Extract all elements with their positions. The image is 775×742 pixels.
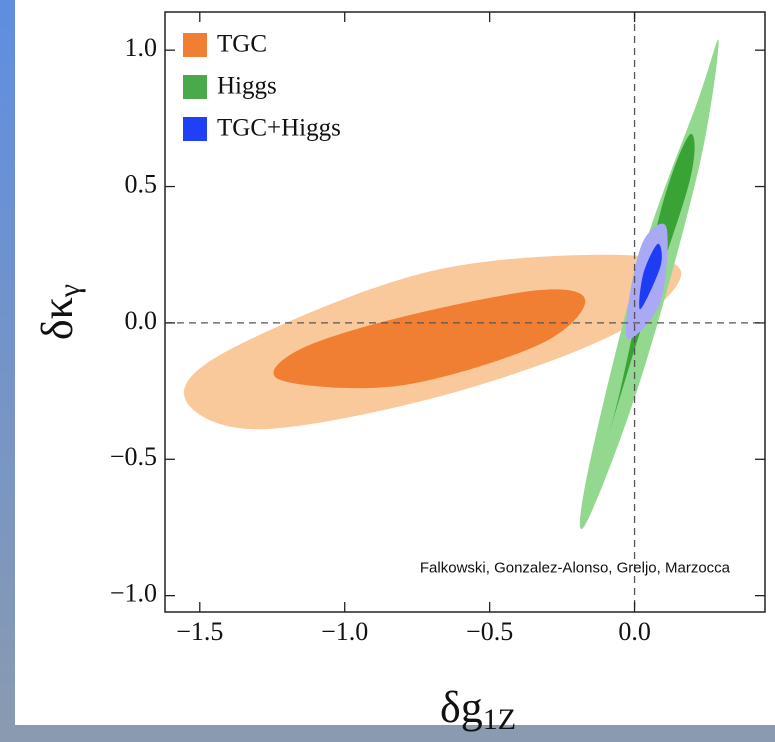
y-axis-label: δκγ — [33, 284, 86, 340]
y-tick-label: 1.0 — [125, 33, 158, 62]
x-axis-label-sub: 1Z — [483, 703, 516, 736]
plot-frame — [164, 11, 766, 613]
x-axis-label: δg1Z — [440, 683, 516, 736]
x-axis-label-main: δg — [440, 683, 483, 732]
legend-swatch — [183, 117, 207, 141]
y-tick-label: −1.0 — [110, 579, 157, 608]
annotation: Falkowski, Gonzalez-Alonso, Greljo, Marz… — [420, 559, 731, 576]
legend-swatch — [183, 75, 207, 99]
plot: −1.5 −1.0 −0.5 0.0 −1.0 −0.5 0.0 0.5 1.0 δg1Z δκγ T… — [33, 11, 766, 736]
legend-label: TGC+Higgs — [217, 115, 341, 142]
y-tick-label: 0.0 — [125, 306, 158, 335]
legend-label: TGC — [217, 31, 267, 58]
legend-swatch — [183, 33, 207, 57]
x-tick-label: −1.5 — [176, 617, 223, 646]
x-tick-label: 0.0 — [618, 617, 651, 646]
x-tick-label: −1.0 — [321, 617, 368, 646]
legend-label: Higgs — [217, 73, 277, 100]
confidence-region — [639, 243, 662, 310]
y-tick-label: −0.5 — [110, 442, 157, 471]
confidence-region — [273, 289, 586, 389]
y-tick-label: 0.5 — [125, 170, 158, 199]
y-axis-label-main: δκ — [33, 297, 82, 340]
x-tick-label: −0.5 — [466, 617, 513, 646]
y-axis-label-sub: γ — [53, 284, 86, 298]
